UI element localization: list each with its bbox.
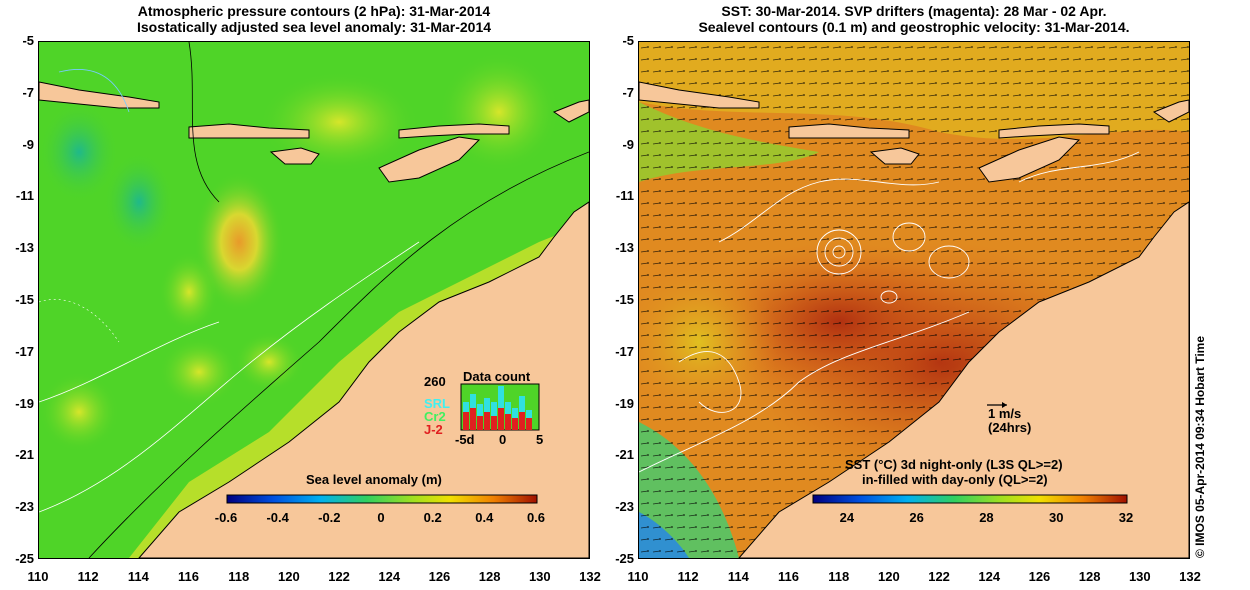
- sla-colorbar-tick: 0: [377, 510, 385, 525]
- timor-island: [378, 136, 481, 183]
- data-count-axis-start: -5d: [455, 432, 475, 447]
- sst-lon-tick: 120: [878, 569, 900, 584]
- data-count-title: Data count: [463, 369, 531, 384]
- sst-colorbar-title-2: in-filled with day-only (QL>=2): [862, 472, 1048, 487]
- sst-lat-tick: -19: [615, 395, 634, 411]
- sst-lat-tick: -17: [615, 343, 634, 359]
- flores-island: [188, 123, 310, 139]
- sst-map[interactable]: [638, 41, 1190, 559]
- sla-lat-tick: -17: [15, 343, 34, 359]
- data-count-source-cr2: Cr2: [424, 409, 446, 424]
- sst-lat-tick: -9: [622, 136, 634, 152]
- sst-lat-tick: -11: [615, 188, 634, 204]
- sst-lat-tick: -5: [622, 33, 634, 48]
- data-count-axis-end: 5: [536, 432, 544, 447]
- sumba-island: [269, 147, 320, 165]
- velocity-scale-sublabel: (24hrs): [988, 420, 1032, 435]
- left-title-line1: Atmospheric pressure contours (2 hPa): 3…: [137, 3, 491, 19]
- sla-colorbar-tick: -0.2: [318, 510, 341, 525]
- sla-lat-tick: -25: [15, 551, 34, 566]
- right-title-line2: Sealevel contours (0.1 m) and geostrophi…: [698, 19, 1130, 35]
- sst-map-svg: [639, 42, 1189, 558]
- sst-lat-tick: -15: [615, 292, 634, 307]
- copyright-note: © IMOS 05-Apr-2014 09:34 Hobart Time: [1193, 335, 1207, 558]
- data-count-source-j2: J-2: [424, 422, 443, 437]
- data-count-source-srl: SRL: [424, 396, 450, 411]
- sla-colorbar-tick: 0.6: [526, 510, 546, 525]
- sla-lat-tick: -15: [15, 292, 34, 307]
- sla-lon-tick: 126: [428, 569, 451, 584]
- sst-colorbar-tick: 24: [839, 510, 855, 525]
- sst-lat-tick: -21: [615, 447, 634, 463]
- sea-level-anomaly-map[interactable]: [38, 41, 590, 559]
- australia-land-sst: [738, 201, 1189, 558]
- eastern-islands: [398, 123, 510, 139]
- sla-lon-tick: 122: [328, 569, 350, 584]
- java-island: [39, 81, 160, 109]
- sla-lon-tick: 132: [579, 569, 601, 584]
- right-title-line1: SST: 30-Mar-2014. SVP drifters (magenta)…: [721, 3, 1107, 19]
- sla-lon-tick: 116: [178, 569, 200, 584]
- sst-lon-tick: 130: [1128, 569, 1151, 584]
- sla-lat-tick: -21: [15, 447, 34, 463]
- sla-colorbar: [226, 494, 538, 504]
- sla-colorbar-tick: -0.4: [266, 510, 289, 525]
- sst-lat-tick: -25: [615, 551, 634, 566]
- sla-lon-tick: 112: [77, 569, 99, 584]
- sla-lon-tick: 120: [278, 569, 300, 584]
- sla-colorbar-tick: -0.6: [214, 510, 238, 525]
- sst-lon-tick: 114: [727, 569, 749, 584]
- sla-colorbar-tick: 0.2: [423, 510, 442, 525]
- sst-colorbar: [812, 494, 1128, 504]
- sla-lat-tick: -9: [22, 136, 34, 152]
- sla-lat-tick: -7: [22, 84, 34, 100]
- data-count-axis-mid: 0: [499, 432, 507, 447]
- data-count-max: 260: [424, 374, 446, 389]
- left-title-line2: Isostatically adjusted sea level anomaly…: [136, 19, 492, 35]
- sla-colorbar-title: Sea level anomaly (m): [306, 472, 442, 487]
- sst-colorbar-tick: 28: [979, 510, 994, 525]
- sla-lon-tick: 124: [378, 569, 401, 584]
- sst-lon-tick: 122: [928, 569, 950, 584]
- sst-colorbar-title-1: SST (°C) 3d night-only (L3S QL>=2): [845, 457, 1063, 472]
- sla-lon-tick: 128: [478, 569, 501, 584]
- sla-lat-tick: -5: [22, 33, 34, 48]
- sst-lat-tick: -13: [615, 240, 634, 256]
- sst-lon-tick: 132: [1179, 569, 1201, 584]
- sla-map-svg: [39, 42, 589, 558]
- sla-lat-tick: -13: [15, 240, 34, 256]
- sla-colorbar-tick: 0.4: [475, 510, 494, 525]
- sst-lon-tick: 118: [828, 569, 850, 584]
- sla-lat-tick: -23: [15, 499, 34, 515]
- australia-land: [138, 201, 589, 558]
- sla-lon-tick: 130: [528, 569, 551, 584]
- sst-colorbar-tick: 30: [1048, 510, 1064, 525]
- sst-lat-tick: -23: [615, 499, 634, 515]
- sla-lon-tick: 110: [27, 569, 49, 584]
- sst-lon-tick: 116: [778, 569, 800, 584]
- sst-colorbar-tick: 26: [909, 510, 924, 525]
- sst-lon-tick: 126: [1028, 569, 1051, 584]
- sla-lon-tick: 114: [127, 569, 149, 584]
- sst-colorbar-tick: 32: [1118, 510, 1134, 525]
- data-count-inset: [460, 383, 540, 431]
- sst-lon-tick: 124: [978, 569, 1001, 584]
- sla-lon-tick: 118: [228, 569, 250, 584]
- sst-lat-tick: -7: [622, 84, 634, 100]
- sst-lon-tick: 128: [1078, 569, 1101, 584]
- velocity-scale-label: 1 m/s: [988, 406, 1022, 421]
- sla-lat-tick: -11: [15, 188, 34, 204]
- sla-lat-tick: -19: [15, 395, 34, 411]
- sst-lon-tick: 110: [627, 569, 649, 584]
- sst-lon-tick: 112: [677, 569, 699, 584]
